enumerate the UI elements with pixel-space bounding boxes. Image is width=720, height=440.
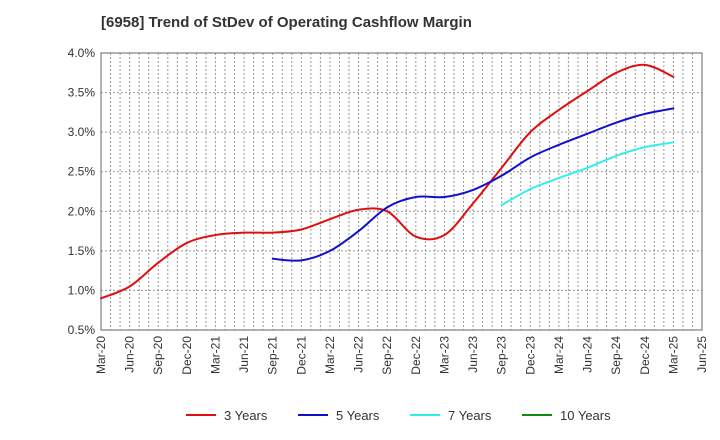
x-tick-label: Dec-21 [294, 336, 308, 375]
legend-label-10-years: 10 Years [560, 408, 611, 423]
legend-label-7-years: 7 Years [448, 408, 492, 423]
x-tick-label: Sep-24 [609, 336, 623, 375]
y-tick-label: 3.5% [68, 86, 96, 100]
series-line-5-years [271, 107, 675, 262]
series-lines [100, 63, 675, 300]
x-tick-label: Mar-21 [208, 336, 222, 374]
plot-area [101, 53, 702, 330]
x-tick-label: Dec-23 [523, 336, 537, 375]
legend-label-5-years: 5 Years [336, 408, 380, 423]
x-tick-label: Sep-23 [495, 336, 509, 375]
x-tick-label: Sep-21 [266, 336, 280, 375]
x-tick-label: Mar-22 [323, 336, 337, 374]
legend: 3 Years 5 Years 7 Years 10 Years [186, 408, 611, 423]
series-line-7-years [500, 141, 675, 206]
x-tick-label: Dec-20 [180, 336, 194, 375]
x-tick-label: Dec-24 [638, 336, 652, 375]
y-tick-label: 1.0% [68, 283, 96, 297]
x-tick-label: Mar-23 [437, 336, 451, 374]
x-tick-label: Jun-23 [466, 336, 480, 373]
x-tick-label: Mar-24 [552, 336, 566, 374]
chart-title: [6958] Trend of StDev of Operating Cashf… [101, 14, 472, 31]
series-line-3-years [100, 63, 675, 300]
x-tick-label: Sep-20 [151, 336, 165, 375]
axes: 0.5% 1.0% 1.5% 2.0% 2.5% 3.0% 3.5% 4.0% Mar-20 Ju… [68, 46, 709, 375]
y-tick-label: 2.5% [68, 165, 96, 179]
y-tick-label: 0.5% [68, 323, 96, 337]
plot-frame [100, 52, 703, 331]
x-tick-label: Mar-25 [666, 336, 680, 374]
y-tick-label: 2.0% [68, 204, 96, 218]
x-tick-label: Jun-22 [352, 336, 366, 373]
x-tick-label: Mar-20 [94, 336, 108, 374]
x-tick-label: Jun-24 [581, 336, 595, 373]
y-tick-label: 4.0% [68, 46, 96, 60]
x-tick-label: Sep-22 [380, 336, 394, 375]
y-tick-label: 1.5% [68, 244, 96, 258]
x-tick-label: Jun-21 [237, 336, 251, 373]
grid [100, 52, 703, 331]
x-tick-label: Dec-22 [409, 336, 423, 375]
legend-label-3-years: 3 Years [224, 408, 268, 423]
x-tick-label: Jun-20 [123, 336, 137, 373]
y-tick-label: 3.0% [68, 125, 96, 139]
x-tick-label: Jun-25 [695, 336, 709, 373]
